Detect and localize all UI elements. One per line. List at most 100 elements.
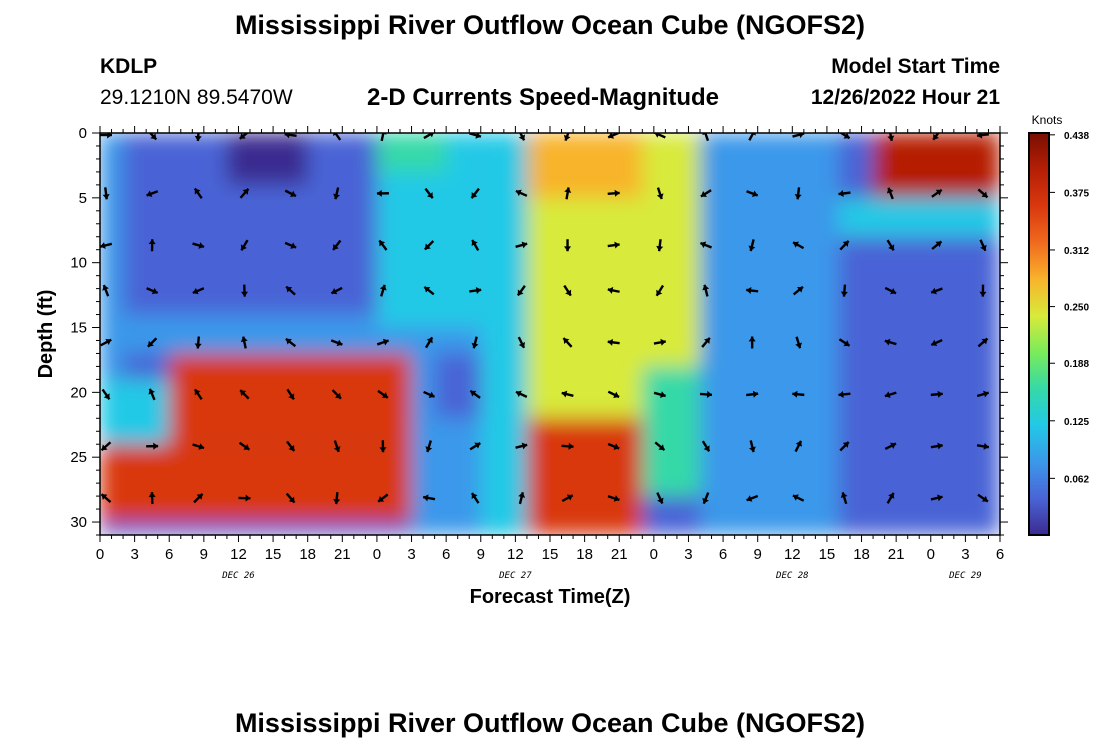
current-arrow <box>976 390 990 398</box>
current-arrow <box>518 133 526 141</box>
current-arrow <box>148 133 158 141</box>
current-arrow <box>607 495 620 502</box>
current-arrow <box>423 390 436 399</box>
current-arrow <box>146 190 159 198</box>
current-arrow <box>701 337 711 348</box>
current-arrow <box>930 494 943 502</box>
current-arrow <box>193 187 203 199</box>
current-arrow <box>656 492 664 505</box>
x-tick-label: 9 <box>754 546 762 563</box>
current-arrow <box>976 442 990 450</box>
y-tick-label: 5 <box>79 190 87 207</box>
current-arrow <box>423 240 435 251</box>
current-arrow <box>379 284 387 297</box>
speed-cell <box>896 444 1000 535</box>
current-arrow <box>330 339 343 347</box>
current-arrow <box>102 284 110 297</box>
current-arrow <box>838 133 851 140</box>
x-tick-label: 15 <box>542 546 559 563</box>
current-arrow <box>838 390 851 398</box>
current-arrow <box>285 492 296 504</box>
speed-cell <box>100 314 412 354</box>
current-arrow <box>515 189 528 197</box>
current-arrow <box>469 389 481 399</box>
speed-cell <box>700 133 839 535</box>
current-vectors <box>100 133 990 505</box>
current-arrow <box>607 338 620 346</box>
current-arrow <box>376 189 389 197</box>
model-start-label: Model Start Time <box>831 55 1000 78</box>
current-arrow <box>607 286 620 294</box>
x-tick-label: 21 <box>888 546 905 563</box>
x-tick-label: 12 <box>507 546 524 563</box>
speed-cell <box>838 197 1000 237</box>
current-arrow <box>239 389 250 400</box>
current-arrow <box>332 239 342 251</box>
current-arrow <box>931 240 943 250</box>
current-arrow <box>702 492 710 505</box>
current-arrow <box>794 440 803 453</box>
current-arrow <box>930 338 943 347</box>
current-arrow <box>792 390 805 398</box>
current-arrow <box>700 189 712 198</box>
next-chart-title: Mississippi River Outflow Ocean Cube (NG… <box>234 708 866 738</box>
current-arrow <box>840 284 848 297</box>
current-arrow <box>146 287 159 295</box>
current-arrow <box>886 492 895 504</box>
current-arrow <box>240 284 249 297</box>
current-arrow <box>930 442 943 450</box>
current-arrow <box>148 239 156 252</box>
x-tick-label: 9 <box>477 546 485 563</box>
x-tick-label: 6 <box>719 546 727 563</box>
model-start-time: 12/26/2022 Hour 21 <box>810 86 1000 109</box>
current-arrow <box>333 440 341 453</box>
speed-cell <box>480 133 527 535</box>
current-arrow <box>469 442 481 451</box>
colorbar-tick-label: 0.125 <box>1064 417 1089 428</box>
speed-cell <box>100 444 412 523</box>
current-arrow <box>240 239 249 251</box>
current-arrow <box>792 285 804 296</box>
current-arrow <box>884 338 897 346</box>
station-coordinates: 29.1210N 89.5470W <box>100 86 293 109</box>
speed-cell <box>376 133 447 172</box>
current-arrow <box>884 391 897 399</box>
y-tick-label: 30 <box>70 514 87 531</box>
speed-cell <box>169 353 412 445</box>
station-id: KDLP <box>100 55 158 78</box>
x-tick-label: 0 <box>373 546 381 563</box>
current-arrow <box>148 492 156 505</box>
current-arrow <box>561 494 574 503</box>
current-arrow <box>748 336 756 349</box>
colorbar-tick-label: 0.250 <box>1064 303 1089 314</box>
current-arrow <box>469 286 482 294</box>
current-arrow <box>515 241 528 249</box>
current-arrow <box>470 492 480 504</box>
current-arrow <box>469 133 482 139</box>
colorbar-unit: Knots <box>1032 113 1063 127</box>
current-arrow <box>656 239 664 252</box>
date-label: DEC 29 <box>948 571 982 581</box>
current-arrow <box>653 338 666 346</box>
current-arrow <box>238 441 251 451</box>
current-arrow <box>424 187 434 199</box>
current-arrow <box>839 240 850 251</box>
current-arrow <box>286 440 296 452</box>
current-arrow <box>792 133 805 139</box>
x-tick-label: 3 <box>961 546 969 563</box>
current-arrow <box>100 133 112 139</box>
current-arrow <box>931 188 943 198</box>
colorbar-tick-label: 0.438 <box>1064 131 1089 142</box>
current-arrow <box>563 133 571 142</box>
current-arrow <box>746 286 759 294</box>
current-arrow <box>331 389 342 400</box>
current-arrow <box>239 133 249 140</box>
colorbar-tick-label: 0.375 <box>1064 188 1089 199</box>
x-tick-label: 21 <box>334 546 351 563</box>
current-arrow <box>930 390 943 398</box>
current-arrow <box>702 284 710 297</box>
speed-field <box>100 133 1000 535</box>
y-axis: 0 5 10 15 20 25 30 <box>70 125 1008 536</box>
current-arrow <box>977 493 989 503</box>
